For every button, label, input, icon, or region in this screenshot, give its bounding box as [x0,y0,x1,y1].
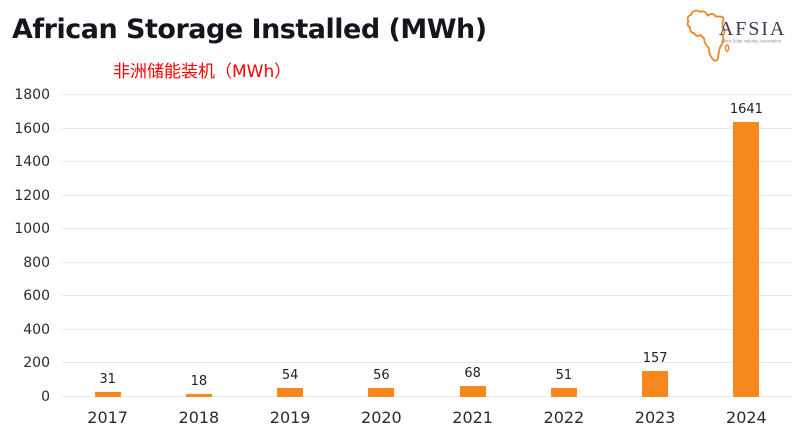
logo-tagline: Africa Solar Industry Association [721,38,782,43]
value-label-2020: 56 [373,367,390,383]
x-tick-2023: 2023 [634,408,676,427]
bar-2022 [550,388,577,397]
value-label-2018: 18 [190,373,208,389]
value-label-2017: 31 [99,371,116,387]
gridline-600 [62,295,792,297]
x-tick-2019: 2019 [269,408,311,427]
gridline-200 [62,362,792,364]
gridline-400 [62,328,792,330]
x-tick-2021: 2021 [452,408,493,427]
gridline-0 [62,396,792,397]
africa-map-icon [686,9,730,62]
x-tick-2024: 2024 [726,408,767,427]
bar-2021 [459,385,486,397]
gridline-1600 [62,127,792,129]
value-label-2024: 1641 [729,101,763,117]
afsia-logo: AFSIA Africa Solar Industry Association [686,9,786,62]
bar-2024 [733,121,760,397]
bar-2019 [277,387,304,397]
page-title: African Storage Installed (MWh) [12,14,487,45]
value-label-2021: 68 [464,365,481,381]
value-label-2019: 54 [281,367,299,383]
x-tick-2017: 2017 [87,408,128,427]
value-label-2023: 157 [642,350,668,366]
x-tick-2022: 2022 [543,408,585,427]
bar-2017 [94,391,121,397]
y-tick-0: 0 [41,389,50,405]
gridline-1400 [62,161,792,163]
gridline-1200 [62,194,792,196]
bar-chart: 0 200 400 600 800 1000 1200 1400 1600 1800 31 18 54… [14,87,792,427]
value-label-2022: 51 [555,368,573,384]
logo-wordmark: AFSIA [719,18,786,40]
y-tick-1400: 1400 [14,154,50,171]
y-tick-1200: 1200 [14,187,50,204]
bar-2023 [642,370,669,397]
chart-subtitle-chinese: 非洲储能装机（MWh） [113,62,292,82]
y-tick-600: 600 [23,288,50,305]
x-tick-2020: 2020 [361,408,402,427]
y-tick-400: 400 [23,321,50,338]
y-tick-1800: 1800 [14,87,50,103]
y-tick-1000: 1000 [14,221,50,238]
y-tick-800: 800 [23,254,50,271]
bar-2018 [185,393,212,397]
x-tick-2018: 2018 [178,408,220,427]
gridline-1000 [62,228,792,230]
gridline-1800 [62,94,792,95]
bar-2020 [368,387,395,397]
y-tick-1600: 1600 [14,120,50,137]
y-tick-200: 200 [23,355,50,372]
gridline-800 [62,261,792,263]
